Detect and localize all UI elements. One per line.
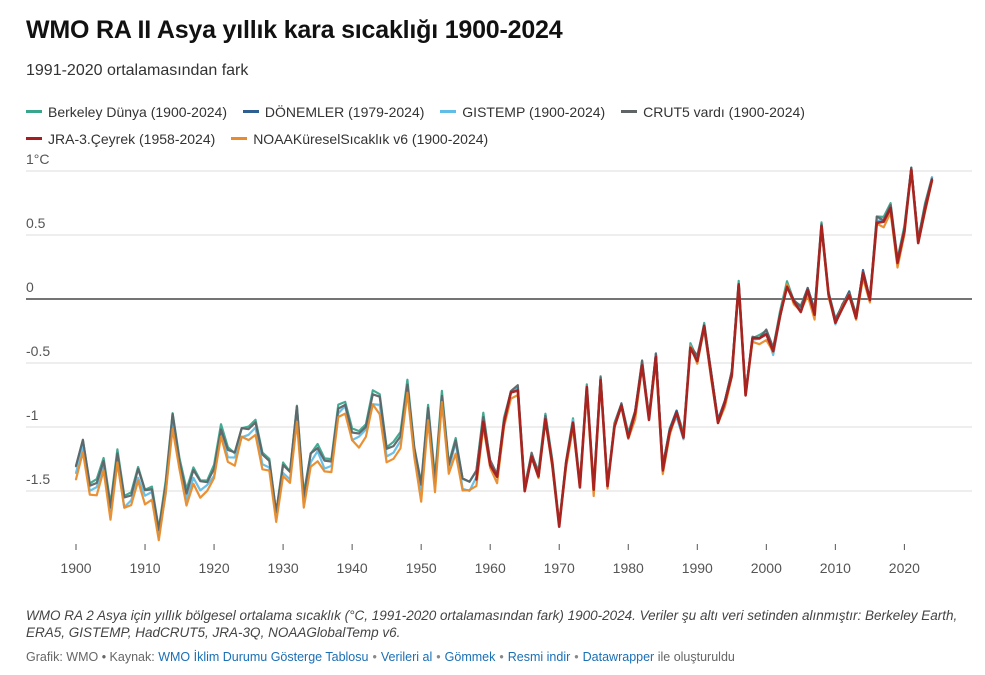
chart-subtitle: 1991-2020 ortalamasından fark <box>26 62 249 79</box>
footer-credit: Grafik: WMO • Kaynak: <box>26 650 155 664</box>
legend-label: DÖNEMLER (1979-2024) <box>264 104 425 120</box>
line-chart: 1°C 0.5 0 -0.5 -1 -1.5 1900 1910 1920 1930 1940 195… <box>26 151 972 576</box>
source-link[interactable]: WMO İklim Durumu Gösterge Tablosu <box>158 650 369 664</box>
x-tick-label: 1900 <box>60 560 91 576</box>
legend-swatch <box>26 109 42 113</box>
get-data-link[interactable]: Verileri al <box>380 650 433 664</box>
x-tick-label: 1970 <box>544 560 575 576</box>
x-tick-label: 2000 <box>751 560 782 576</box>
datawrapper-link[interactable]: Datawrapper <box>582 650 655 664</box>
separator: • <box>372 650 377 664</box>
series-line <box>74 167 934 532</box>
legend-swatch <box>621 109 638 113</box>
legend-label: CRUT5 vardı (1900-2024) <box>643 104 805 120</box>
embed-link[interactable]: Gömmek <box>444 650 496 664</box>
legend: Berkeley Dünya (1900-2024) DÖNEMLER (197… <box>26 99 846 153</box>
x-tick-label: 1940 <box>337 560 368 576</box>
y-tick-label: 1°C <box>26 151 50 167</box>
y-tick-label: -0.5 <box>26 343 50 359</box>
legend-item-noaa: NOAAKüreselSıcaklık v6 (1900-2024) <box>231 126 488 153</box>
legend-item-gistemp: GISTEMP (1900-2024) <box>440 99 605 126</box>
x-tick-label: 1990 <box>682 560 713 576</box>
series-line <box>74 166 934 530</box>
y-tick-label: -1.5 <box>26 471 50 487</box>
separator: • <box>436 650 441 664</box>
legend-label: Berkeley Dünya (1900-2024) <box>48 104 227 120</box>
legend-swatch <box>231 136 248 140</box>
x-tick-label: 1930 <box>268 560 299 576</box>
legend-item-era5: DÖNEMLER (1979-2024) <box>242 99 425 126</box>
chart-title: WMO RA II Asya yıllık kara sıcaklığı 190… <box>26 16 563 44</box>
x-tick-label: 1960 <box>475 560 506 576</box>
separator: • <box>499 650 504 664</box>
legend-item-jra3q: JRA-3.Çeyrek (1958-2024) <box>26 126 215 153</box>
legend-swatch <box>26 136 42 140</box>
created-with-text: ile oluşturuldu <box>657 650 735 664</box>
download-image-link[interactable]: Resmi indir <box>507 650 571 664</box>
x-tick-label: 1920 <box>198 560 229 576</box>
x-tick-label: 1910 <box>129 560 160 576</box>
legend-label: JRA-3.Çeyrek (1958-2024) <box>48 131 216 147</box>
x-tick-label: 2020 <box>889 560 920 576</box>
chart-caption: WMO RA 2 Asya için yıllık bölgesel ortal… <box>26 608 958 640</box>
x-tick-label: 1980 <box>613 560 644 576</box>
legend-swatch <box>242 109 259 113</box>
separator: • <box>574 650 579 664</box>
series-line <box>475 168 934 529</box>
legend-swatch <box>440 109 457 113</box>
x-tick-label: 1950 <box>406 560 437 576</box>
y-tick-label: 0.5 <box>26 215 46 231</box>
legend-label: NOAAKüreselSıcaklık v6 (1900-2024) <box>253 131 489 147</box>
x-tick-label: 2010 <box>820 560 851 576</box>
legend-item-berkeley: Berkeley Dünya (1900-2024) <box>26 99 227 126</box>
footer: Grafik: WMO • Kaynak: WMO İklim Durumu G… <box>26 650 735 664</box>
y-tick-label: 0 <box>26 279 34 295</box>
legend-label: GISTEMP (1900-2024) <box>462 104 606 120</box>
y-tick-label: -1 <box>26 407 39 423</box>
series-line <box>74 168 934 542</box>
legend-item-crut5: CRUT5 vardı (1900-2024) <box>621 99 805 126</box>
